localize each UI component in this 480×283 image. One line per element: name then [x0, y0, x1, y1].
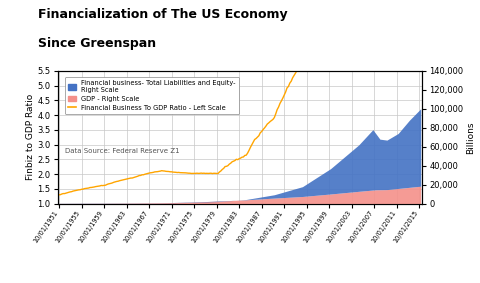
Y-axis label: Finbiz to GDP Ratio: Finbiz to GDP Ratio — [25, 94, 35, 180]
Text: Data Source: Federal Reserve Z1: Data Source: Federal Reserve Z1 — [65, 148, 180, 154]
Legend: Financial business- Total Liabilities and Equity-
Right Scale, GDP - Right Scale: Financial business- Total Liabilities an… — [65, 77, 239, 114]
Text: Since Greenspan: Since Greenspan — [38, 37, 156, 50]
Text: Financialization of The US Economy: Financialization of The US Economy — [38, 8, 288, 22]
Y-axis label: Billions: Billions — [466, 121, 475, 153]
